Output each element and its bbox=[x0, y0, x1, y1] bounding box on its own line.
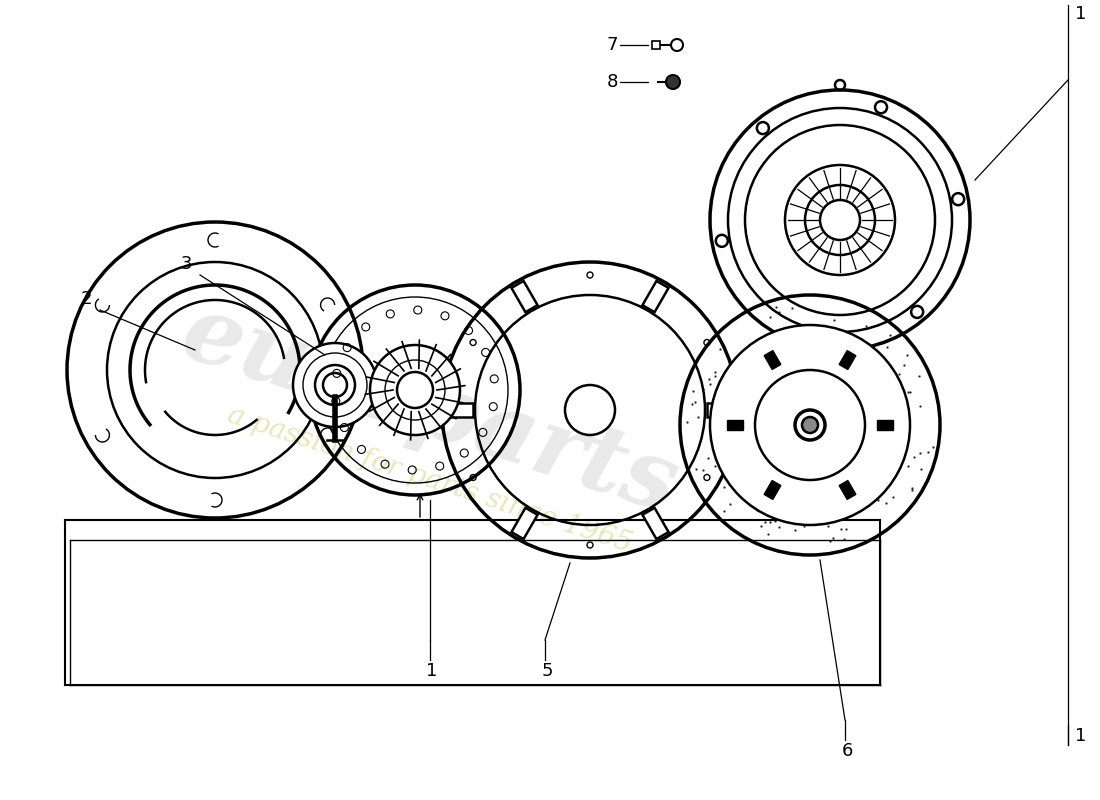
Circle shape bbox=[315, 365, 355, 405]
Text: 1: 1 bbox=[1075, 5, 1087, 23]
Circle shape bbox=[802, 417, 818, 433]
Circle shape bbox=[302, 353, 367, 417]
Circle shape bbox=[370, 345, 460, 435]
Text: 5: 5 bbox=[541, 662, 552, 680]
Circle shape bbox=[805, 185, 874, 255]
Circle shape bbox=[397, 372, 433, 408]
Bar bbox=[727, 420, 742, 430]
Circle shape bbox=[385, 360, 446, 420]
Text: europarts: europarts bbox=[170, 287, 689, 533]
Circle shape bbox=[293, 343, 377, 427]
Bar bbox=[764, 481, 781, 499]
Text: 1: 1 bbox=[427, 662, 438, 680]
Bar bbox=[839, 350, 856, 370]
FancyBboxPatch shape bbox=[446, 403, 473, 417]
Text: 3: 3 bbox=[180, 255, 192, 273]
Text: 6: 6 bbox=[842, 742, 852, 760]
Text: a passion for parts since 1965: a passion for parts since 1965 bbox=[224, 402, 636, 558]
Text: 2: 2 bbox=[80, 290, 92, 308]
Bar bbox=[877, 420, 893, 430]
FancyBboxPatch shape bbox=[642, 508, 669, 539]
FancyBboxPatch shape bbox=[512, 508, 538, 539]
Circle shape bbox=[795, 410, 825, 440]
Circle shape bbox=[666, 75, 680, 89]
Bar bbox=[839, 481, 856, 499]
Text: 7: 7 bbox=[606, 36, 618, 54]
Circle shape bbox=[755, 370, 865, 480]
Bar bbox=[652, 41, 660, 49]
Bar bbox=[764, 350, 781, 370]
FancyBboxPatch shape bbox=[707, 403, 735, 417]
Circle shape bbox=[710, 325, 910, 525]
Circle shape bbox=[820, 200, 860, 240]
Text: 1: 1 bbox=[1075, 727, 1087, 745]
Text: 8: 8 bbox=[606, 73, 618, 91]
Circle shape bbox=[323, 373, 346, 397]
FancyBboxPatch shape bbox=[512, 281, 538, 312]
FancyBboxPatch shape bbox=[642, 281, 669, 312]
